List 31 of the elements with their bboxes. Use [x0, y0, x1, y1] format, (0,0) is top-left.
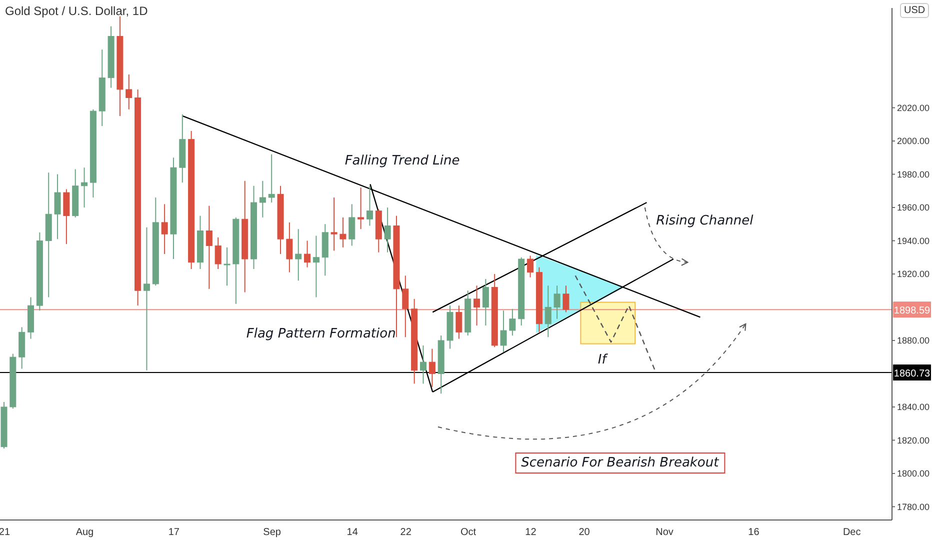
y-tick-label: 1980.00	[897, 169, 930, 180]
x-tick-label: Aug	[76, 527, 94, 538]
annotation: If	[598, 352, 606, 368]
x-tick-label: 22	[400, 527, 412, 538]
y-tick-label: 2020.00	[897, 102, 930, 113]
y-tick-label: 1880.00	[897, 336, 930, 346]
chart-title: Gold Spot / U.S. Dollar, 1D	[5, 4, 148, 18]
y-tick-label: 1920.00	[897, 269, 930, 280]
y-tick-label: 1840.00	[897, 402, 930, 412]
x-tick-label: 20	[578, 527, 590, 538]
y-tick-label: 1780.00	[897, 502, 930, 512]
ref-line-label: 1898.59	[894, 306, 931, 317]
y-tick-label: 1940.00	[897, 236, 930, 246]
x-tick-label: 16	[748, 527, 760, 538]
y-axis-title: USD	[900, 3, 930, 18]
x-tick-label: 12	[525, 527, 537, 538]
y-tick-label: 2000.00	[897, 136, 930, 146]
y-tick-label: 1800.00	[897, 468, 930, 479]
ref-line-label: 1860.73	[894, 368, 931, 380]
annotation: Scenario For Bearish Breakout	[515, 452, 725, 474]
x-tick-label: 14	[346, 527, 358, 538]
annotation: Flag Pattern Formation	[246, 326, 396, 342]
x-tick-label: 17	[168, 527, 180, 538]
x-tick-label: Oct	[460, 527, 476, 538]
y-tick-label: 1820.00	[897, 435, 930, 446]
x-tick-label: Sep	[263, 527, 282, 538]
x-tick-label: Nov	[656, 527, 674, 538]
annotation: Falling Trend Line	[344, 153, 460, 168]
y-tick-label: 1960.00	[897, 202, 930, 213]
x-tick-label: Dec	[842, 527, 861, 538]
annotation: Rising Channel	[656, 213, 754, 228]
